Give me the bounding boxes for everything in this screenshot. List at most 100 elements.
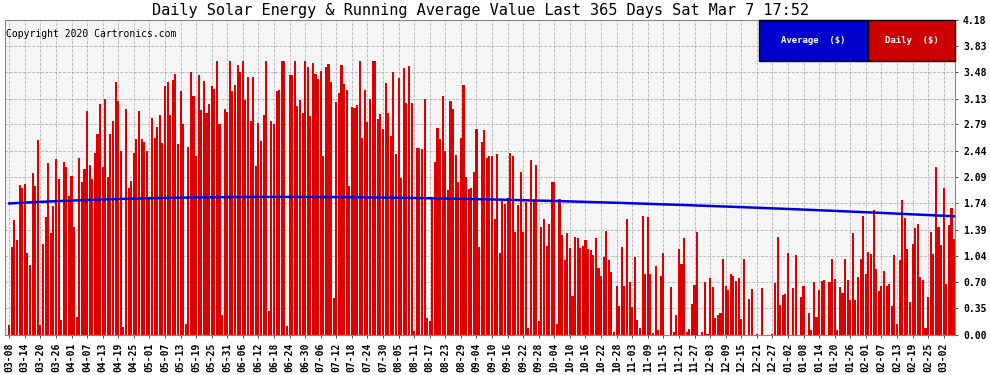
Bar [260,141,262,334]
Bar [206,113,208,334]
Bar [675,315,677,334]
Bar [275,91,277,334]
Bar [742,259,744,334]
Bar [688,329,690,334]
Bar [302,114,304,334]
Bar [8,325,10,334]
Bar [712,288,714,334]
Bar [179,91,181,334]
Bar [200,110,202,334]
Bar [286,327,288,334]
Bar [232,91,234,334]
Bar [824,280,826,334]
Bar [62,162,64,334]
Bar [499,253,501,334]
Bar [862,216,864,334]
Bar [621,247,623,334]
Bar [54,159,57,334]
Bar [249,121,251,334]
Bar [480,142,483,334]
Bar [73,227,75,334]
Bar [411,103,413,334]
Bar [494,219,496,334]
Bar [350,107,352,334]
Bar [644,274,646,334]
Bar [947,225,950,334]
FancyBboxPatch shape [868,20,955,61]
Bar [363,90,366,334]
Bar [507,198,509,334]
Bar [434,162,436,334]
Bar [221,315,223,334]
Bar [32,173,34,334]
Bar [89,165,91,334]
Bar [543,219,545,334]
Bar [320,70,322,334]
Bar [78,158,80,334]
Bar [182,124,184,334]
Bar [851,233,854,334]
Text: Copyright 2020 Cartronics.com: Copyright 2020 Cartronics.com [6,29,176,39]
Bar [413,331,415,334]
Bar [800,297,802,334]
Bar [831,259,834,334]
Bar [844,259,846,334]
Bar [346,90,347,334]
Bar [750,289,752,334]
Bar [899,261,901,334]
Bar [45,217,47,334]
Bar [735,281,738,334]
Bar [473,172,475,334]
Bar [187,147,189,334]
Bar [701,332,703,334]
Bar [629,282,631,334]
Bar [834,279,836,334]
Bar [115,82,117,334]
Bar [566,233,568,334]
Bar [893,255,895,334]
Bar [738,278,740,334]
Bar [138,111,140,334]
Bar [291,75,293,334]
Bar [198,75,200,334]
Bar [52,206,54,334]
Bar [34,186,37,334]
Bar [117,100,119,334]
Bar [136,139,138,334]
Bar [374,61,376,334]
Bar [608,260,610,334]
Bar [673,332,675,334]
Bar [419,148,421,334]
Bar [257,123,259,334]
Bar [390,136,392,334]
Bar [670,287,672,334]
Bar [288,75,291,334]
Bar [377,119,379,334]
Bar [725,285,727,334]
Bar [398,78,400,334]
Bar [782,295,784,334]
Bar [171,80,174,334]
Bar [270,122,272,334]
Bar [784,294,786,334]
Bar [720,313,722,334]
Bar [652,333,654,334]
Bar [216,61,218,334]
Bar [632,307,634,334]
Bar [950,208,952,334]
Bar [792,288,794,334]
Bar [563,261,565,334]
Bar [81,182,83,334]
Bar [533,201,535,334]
Bar [548,224,550,334]
Bar [717,315,719,334]
Bar [83,169,85,334]
Bar [125,109,127,334]
Bar [459,138,462,334]
Bar [240,72,242,334]
Bar [185,324,187,334]
Bar [317,79,319,334]
Bar [245,99,247,334]
Bar [714,318,717,334]
Bar [728,290,730,334]
